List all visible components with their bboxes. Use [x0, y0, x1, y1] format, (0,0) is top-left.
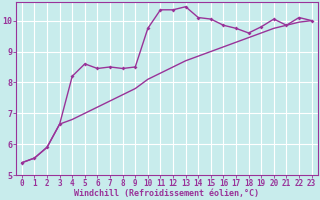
X-axis label: Windchill (Refroidissement éolien,°C): Windchill (Refroidissement éolien,°C): [74, 189, 259, 198]
